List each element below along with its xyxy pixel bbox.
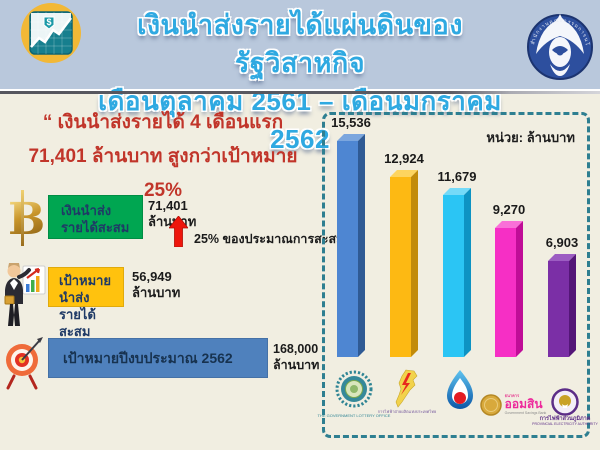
pea-caption: การไฟฟ้าส่วนภูมิภาค — [539, 416, 591, 422]
gsb-logo: ธนาคาร ออมสิน Government Savings Bank — [475, 369, 551, 416]
remitted-revenue-box: เงินนำส่ง รายได้สะสม — [48, 195, 143, 239]
fiscal-year-target-box: เป้าหมายปีงบประมาณ 2562 — [48, 338, 268, 378]
sepo-garuda-logo: สำนักงานคณะกรรมการนโยบายรัฐวิสาหกิจ — [524, 0, 594, 95]
title-line-1: เงินนำส่งรายได้แผ่นดินของรัฐวิสาหกิจ — [137, 10, 463, 78]
highlight-line-2: 71,401 ล้านบาท สูงกว่าเป้าหมาย 25% — [28, 146, 298, 201]
egat-logo: การไฟฟ้าฝ่ายผลิตแห่งประเทศไทย — [377, 369, 437, 414]
target-revenue-value: 56,949 ล้านบาท — [132, 269, 181, 300]
glo-logo: THE GOVERNMENT LOTTERY OFFICE — [318, 369, 390, 418]
bar-egat-value: 12,924 — [384, 151, 424, 166]
bar-chart-panel: หน่วย: ล้านบาท 15,536 12,924 11,679 9,27… — [318, 112, 598, 438]
target-revenue-label-2: รายได้สะสม — [59, 307, 96, 339]
remitted-revenue-label-1: เงินนำส่ง — [61, 203, 112, 218]
up-arrow-icon — [168, 215, 189, 252]
header-divider — [0, 91, 600, 94]
glo-caption: THE GOVERNMENT LOTTERY OFFICE — [317, 413, 391, 418]
page-title: เงินนำส่งรายได้แผ่นดินของรัฐวิสาหกิจ เดื… — [86, 6, 514, 158]
bar-ptt-value: 11,679 — [437, 169, 477, 184]
gsb-caption-sub: Government Savings Bank — [504, 411, 547, 415]
gsb-caption: ออมสิน — [504, 397, 543, 411]
highlight-line-1: “ เงินนำส่งรายได้ 4 เดือนแรก — [42, 112, 284, 133]
above-target-annotation: 25% ของประมาณการสะสม — [194, 232, 345, 246]
fiscal-year-target-value: 168,000 ล้านบาท — [273, 342, 320, 372]
fiscal-year-target-label: เป้าหมายปีงบประมาณ 2562 — [63, 349, 233, 366]
bar-pea-value: 6,903 — [545, 235, 579, 250]
bar-gsb-value: 9,270 — [492, 202, 526, 217]
remitted-revenue-label-2: รายได้สะสม — [61, 220, 130, 235]
line-chart-dollar-icon: $ — [18, 3, 84, 72]
svg-text:$: $ — [46, 17, 51, 27]
gsb-caption-top: ธนาคาร — [504, 393, 520, 398]
header: $ เงินนำส่งรายได้แผ่นดินของรัฐวิสาหกิจ เ… — [0, 0, 600, 154]
chart-unit-label: หน่วย: ล้านบาท — [486, 130, 575, 145]
bar-glo-value: 15,536 — [331, 115, 371, 130]
target-revenue-box: เป้าหมายนำส่ง รายได้สะสม — [48, 267, 124, 339]
businessman-chart-icon — [3, 258, 49, 335]
baht-coin-icon: B — [6, 190, 45, 246]
target-revenue-label-1: เป้าหมายนำส่ง — [59, 273, 112, 305]
gsb-coin-icon — [479, 393, 502, 416]
ptt-logo — [433, 369, 487, 411]
remitted-revenue-value: 71,401 ล้านบาท — [148, 198, 197, 229]
pea-caption-sub: PROVINCIAL ELECTRICITY AUTHORITY — [532, 422, 598, 426]
highlight-statement: “ เงินนำส่งรายได้ 4 เดือนแรก 71,401 ล้าน… — [14, 106, 312, 208]
egat-caption: การไฟฟ้าฝ่ายผลิตแห่งประเทศไทย — [377, 409, 437, 414]
target-dart-icon — [4, 336, 44, 395]
pea-logo: การไฟฟ้าส่วนภูมิภาค PROVINCIAL ELECTRICI… — [532, 369, 598, 427]
